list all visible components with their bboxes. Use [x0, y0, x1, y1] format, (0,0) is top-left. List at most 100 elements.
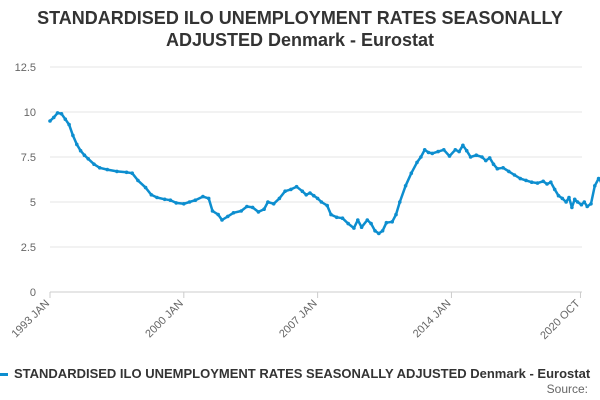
data-point	[162, 197, 167, 202]
data-point	[105, 167, 110, 172]
data-point	[422, 148, 427, 152]
data-point	[312, 193, 316, 198]
data-point	[239, 209, 243, 213]
x-tick-label: 1993 JAN	[9, 298, 52, 341]
data-point	[294, 184, 299, 189]
y-tick-label: 10	[24, 107, 36, 119]
data-point	[373, 229, 377, 233]
data-point	[507, 169, 511, 174]
data-point	[256, 210, 261, 214]
x-tick-label: 2014 JAN	[411, 298, 454, 341]
legend-swatch-icon	[0, 373, 8, 377]
data-point	[480, 155, 484, 159]
data-point	[266, 200, 270, 204]
data-point	[277, 196, 282, 201]
data-point	[442, 148, 446, 152]
data-point	[59, 112, 64, 116]
data-point	[271, 202, 276, 206]
data-point	[334, 215, 339, 220]
data-point	[130, 171, 134, 175]
data-point	[596, 176, 600, 181]
data-point	[403, 184, 408, 188]
data-point	[67, 122, 71, 127]
data-point	[495, 166, 500, 171]
data-point	[447, 154, 452, 158]
data-point	[283, 189, 287, 193]
chart-legend[interactable]: STANDARDISED ILO UNEMPLOYMENT RATES SEAS…	[0, 366, 600, 382]
data-point	[315, 196, 320, 201]
data-point	[436, 149, 440, 154]
y-tick-label: 5	[30, 197, 36, 209]
data-point	[356, 218, 360, 222]
data-point	[136, 178, 140, 183]
data-point	[384, 220, 389, 225]
data-point	[329, 212, 333, 217]
data-point	[468, 155, 473, 159]
data-point	[340, 216, 345, 220]
data-point	[231, 211, 236, 215]
data-point	[535, 181, 540, 185]
data-point	[319, 200, 324, 204]
data-point	[415, 160, 419, 165]
data-point	[82, 153, 87, 157]
data-point	[593, 184, 597, 188]
data-point	[300, 189, 305, 193]
data-point	[529, 180, 534, 184]
y-tick-label: 7.5	[21, 152, 36, 164]
y-tick-label: 0	[30, 287, 36, 299]
data-point	[304, 193, 309, 197]
data-point	[457, 149, 461, 154]
data-point	[564, 200, 568, 204]
data-point	[461, 143, 465, 148]
data-point	[115, 169, 119, 174]
data-point	[524, 178, 528, 183]
data-point	[71, 133, 75, 138]
data-point	[97, 166, 102, 170]
data-point	[380, 229, 385, 233]
x-tick-label: 2020 OCT	[538, 297, 583, 342]
data-point	[487, 156, 492, 160]
data-point	[589, 202, 593, 206]
data-point	[365, 218, 370, 222]
data-point	[430, 151, 435, 156]
data-point	[464, 148, 469, 153]
data-point	[582, 200, 587, 204]
chart-title-line2: ADJUSTED Denmark - Eurostat	[165, 30, 435, 50]
data-point	[220, 218, 224, 222]
data-point	[518, 176, 523, 181]
data-point	[484, 158, 488, 163]
data-point	[124, 170, 129, 175]
data-point	[398, 200, 402, 204]
data-point	[52, 115, 56, 120]
data-point	[369, 221, 373, 226]
data-point	[210, 209, 215, 213]
data-point	[549, 180, 553, 184]
data-point	[216, 212, 220, 217]
data-point	[575, 200, 580, 204]
data-point	[359, 225, 364, 229]
data-point	[63, 117, 68, 121]
data-point	[512, 173, 517, 177]
data-point	[552, 187, 557, 192]
data-point	[501, 166, 505, 170]
source-label: Source:	[546, 382, 588, 396]
x-tick-label: 2000 JAN	[143, 298, 186, 341]
data-point	[491, 162, 496, 166]
data-point	[567, 195, 571, 200]
data-point	[352, 226, 356, 230]
data-point	[346, 221, 351, 226]
data-point	[55, 111, 60, 115]
data-point	[579, 202, 584, 207]
data-point	[250, 205, 255, 210]
data-point	[201, 194, 205, 199]
data-point	[155, 195, 159, 200]
data-point	[86, 157, 90, 161]
data-point	[75, 142, 79, 147]
data-point	[474, 153, 479, 157]
data-point	[325, 203, 330, 208]
y-tick-label: 2.5	[21, 242, 36, 254]
data-point	[168, 198, 173, 202]
data-point	[193, 198, 198, 202]
